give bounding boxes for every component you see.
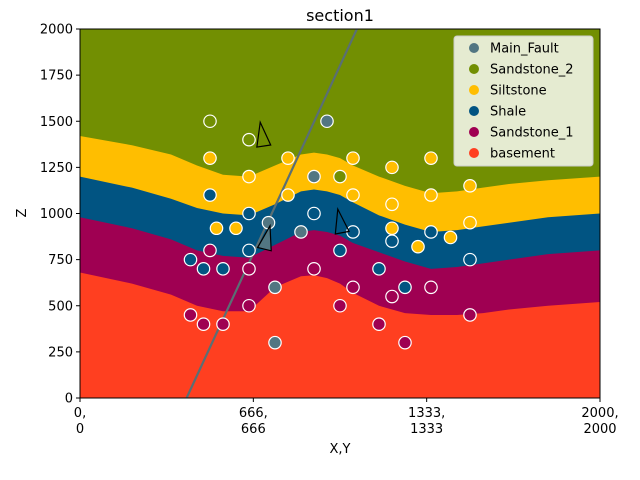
x-tick-label: 0, 0 — [74, 406, 86, 437]
point-shale — [424, 225, 438, 239]
legend-label: Siltstone — [490, 84, 547, 99]
legend-swatch — [469, 127, 479, 137]
point-sandstone-1 — [372, 317, 386, 331]
x-axis-label: X,Y — [330, 442, 351, 457]
point-shale — [203, 188, 217, 202]
point-siltstone — [346, 188, 360, 202]
x-tick-label: 2000, 2000 — [581, 406, 618, 437]
legend-label: basement — [490, 147, 555, 162]
point-main-fault — [307, 169, 321, 184]
y-tick-label: 500 — [48, 299, 73, 314]
point-sandstone-1 — [398, 335, 412, 350]
point-siltstone — [281, 151, 295, 165]
point-shale — [307, 206, 321, 221]
point-siltstone — [385, 221, 399, 236]
y-tick-label: 750 — [48, 253, 73, 268]
y-tick-label: 1000 — [40, 207, 73, 222]
point-sandstone-1 — [216, 317, 230, 331]
point-sandstone-1 — [242, 298, 256, 313]
point-shale — [463, 252, 477, 267]
point-sandstone-1 — [463, 308, 477, 322]
orientation-marker — [334, 206, 350, 235]
point-siltstone — [242, 169, 256, 184]
legend-label: Sandstone_2 — [490, 63, 574, 78]
point-sandstone-1 — [307, 262, 321, 276]
point-siltstone — [424, 188, 438, 202]
orientation-marker — [256, 120, 272, 148]
point-sandstone-2 — [203, 114, 217, 129]
x-axis: 0, 0 666, 666 1333, 1333 2000, 2000 — [74, 398, 619, 437]
point-shale — [196, 262, 211, 276]
point-siltstone — [411, 239, 425, 254]
point-sandstone-1 — [333, 298, 347, 313]
point-shale — [385, 234, 399, 248]
x-tick-label: 1333, 1333 — [408, 406, 445, 437]
point-siltstone — [385, 197, 399, 212]
point-sandstone-2 — [333, 169, 347, 184]
point-sandstone-1 — [183, 308, 198, 322]
point-shale — [333, 243, 347, 258]
point-shale — [183, 252, 198, 267]
point-siltstone — [229, 221, 243, 236]
y-axis: 0 250 500 750 1000 1250 1500 1750 2000 — [40, 23, 80, 407]
point-main-fault — [268, 335, 282, 350]
interface-points — [183, 114, 477, 350]
point-sandstone-1 — [196, 317, 211, 331]
legend-label: Shale — [490, 105, 526, 120]
y-tick-label: 0 — [65, 392, 73, 407]
point-sandstone-2 — [242, 132, 256, 147]
point-siltstone — [443, 230, 458, 245]
legend-swatch — [469, 148, 479, 158]
point-shale — [242, 243, 256, 258]
legend: Main_Fault Sandstone_2 Siltstone Shale Sands… — [453, 35, 594, 167]
point-siltstone — [346, 151, 360, 165]
chart-title: section1 — [306, 6, 374, 25]
legend-swatch — [469, 106, 479, 116]
orientation-marker — [256, 223, 272, 252]
y-tick-label: 1500 — [40, 115, 73, 130]
legend-label: Main_Fault — [490, 42, 559, 57]
point-siltstone — [203, 151, 217, 165]
point-sandstone-1 — [385, 289, 399, 304]
legend-swatch — [469, 43, 479, 53]
point-main-fault — [268, 280, 282, 295]
fault-line-group — [185, 29, 358, 398]
point-sandstone-1 — [203, 243, 217, 258]
legend-label: Sandstone_1 — [490, 126, 574, 141]
point-shale — [398, 280, 412, 295]
point-main-fault — [320, 114, 334, 129]
point-siltstone — [463, 179, 477, 193]
legend-box — [453, 35, 594, 167]
point-sandstone-1 — [424, 280, 438, 295]
point-siltstone — [385, 160, 399, 175]
point-siltstone — [209, 221, 224, 236]
point-shale — [372, 262, 386, 276]
legend-swatch — [469, 64, 479, 74]
x-tick-label: 666, 666 — [239, 406, 268, 437]
point-siltstone — [424, 151, 438, 165]
y-tick-label: 1750 — [40, 69, 73, 84]
legend-swatch — [469, 85, 479, 95]
point-shale — [242, 206, 256, 221]
y-tick-label: 2000 — [40, 23, 73, 38]
point-shale — [216, 262, 230, 276]
y-tick-label: 1250 — [40, 161, 73, 176]
point-sandstone-1 — [346, 280, 360, 295]
point-siltstone — [281, 188, 295, 202]
point-siltstone — [463, 215, 477, 230]
point-main-fault — [261, 215, 276, 230]
y-axis-label: Z — [15, 208, 30, 217]
main-fault-line — [185, 29, 358, 398]
point-sandstone-1 — [242, 262, 256, 276]
point-main-fault — [294, 225, 308, 239]
orientation-markers — [256, 120, 350, 252]
y-tick-label: 250 — [48, 345, 73, 360]
